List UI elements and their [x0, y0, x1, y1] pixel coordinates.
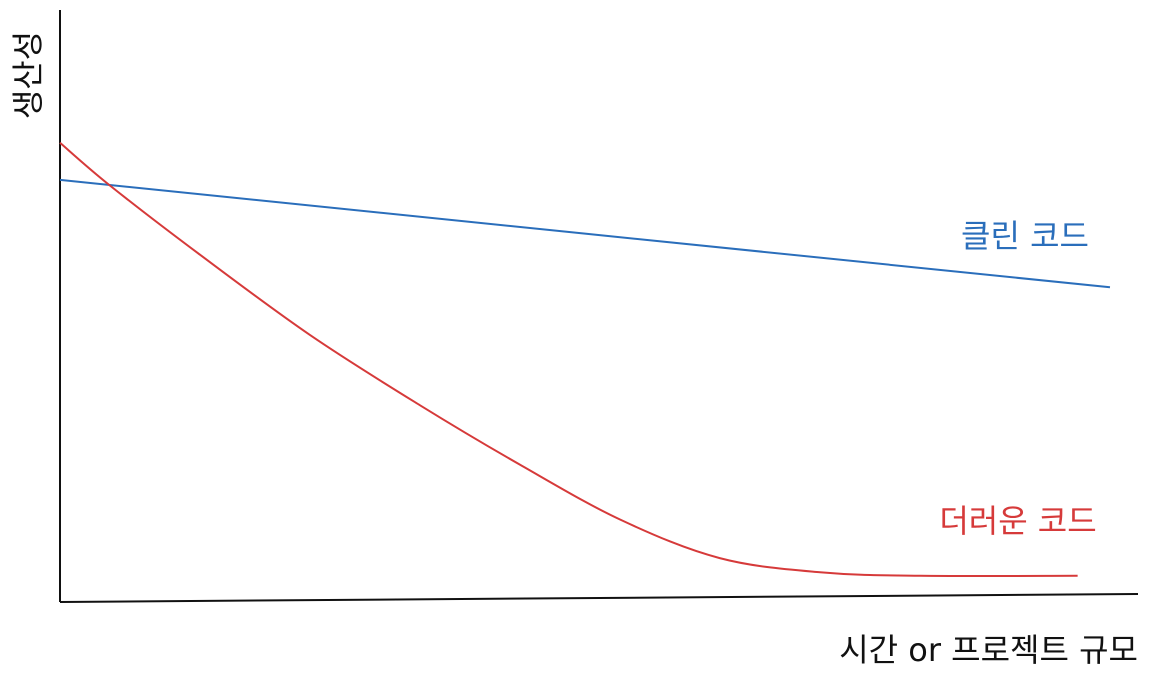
y-axis-label: 생산성 — [9, 31, 47, 119]
series-line — [59, 178, 1111, 289]
series-line — [59, 141, 1078, 578]
series-label: 더러운 코드 — [939, 502, 1096, 540]
x-axis-label: 시간 or 프로젝트 규모 — [839, 631, 1138, 669]
series-label: 클린 코드 — [961, 217, 1089, 255]
x-axis — [59, 593, 1139, 603]
